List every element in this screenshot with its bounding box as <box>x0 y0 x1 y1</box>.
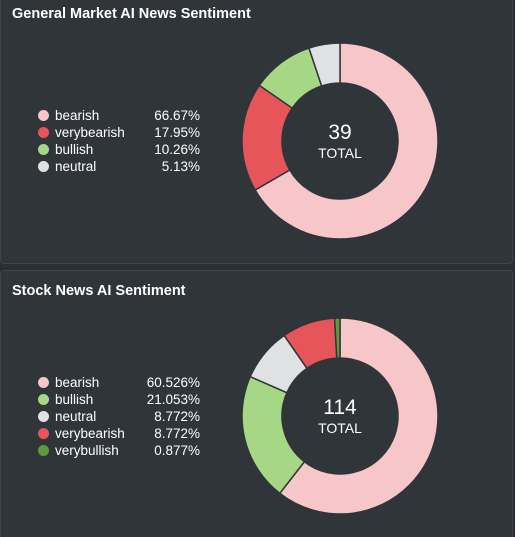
legend-item-verybullish[interactable]: verybullish 0.877% <box>38 442 200 459</box>
legend-value: 17.95% <box>154 125 200 140</box>
total-label: TOTAL <box>318 420 362 436</box>
legend-label: verybullish <box>55 443 119 458</box>
legend-value: 8.772% <box>154 409 200 424</box>
legend-swatch <box>38 127 49 138</box>
legend-item-neutral[interactable]: neutral 5.13% <box>38 158 200 175</box>
legend-label: bearish <box>55 375 100 390</box>
legend-item-neutral[interactable]: neutral 8.772% <box>38 408 200 425</box>
legend: bearish 60.526% bullish 21.053% neutral 8.772… <box>38 374 200 459</box>
legend-item-bearish[interactable]: bearish 60.526% <box>38 374 200 391</box>
total-value: 39 <box>328 121 351 144</box>
legend-value: 5.13% <box>161 159 200 174</box>
legend-value: 60.526% <box>146 375 200 390</box>
legend-label: neutral <box>55 159 97 174</box>
slice-neutral[interactable] <box>308 42 341 87</box>
legend-swatch <box>38 445 49 456</box>
legend-swatch <box>38 144 49 155</box>
donut-chart: 39 TOTAL <box>241 42 439 240</box>
legend-label: neutral <box>55 409 97 424</box>
legend-value: 10.26% <box>154 142 200 157</box>
donut-chart: 114 TOTAL <box>241 317 439 515</box>
legend-label: verybearish <box>55 426 125 441</box>
slice-bearish[interactable] <box>254 42 439 240</box>
legend-value: 66.67% <box>154 108 200 123</box>
legend-item-verybearish[interactable]: verybearish 17.95% <box>38 124 200 141</box>
total-value: 114 <box>323 396 357 419</box>
legend-item-bullish[interactable]: bullish 10.26% <box>38 141 200 158</box>
legend-item-bearish[interactable]: bearish 66.67% <box>38 107 200 124</box>
chart-title: Stock News AI Sentiment <box>12 283 186 299</box>
chart-title: General Market AI News Sentiment <box>12 6 251 22</box>
slice-bearish[interactable] <box>278 317 439 515</box>
legend-swatch <box>38 394 49 405</box>
legend-item-verybearish[interactable]: verybearish 8.772% <box>38 425 200 442</box>
legend-label: bullish <box>55 142 94 157</box>
legend-label: bullish <box>55 392 94 407</box>
legend-item-bullish[interactable]: bullish 21.053% <box>38 391 200 408</box>
legend-swatch <box>38 377 49 388</box>
legend-label: verybearish <box>55 125 125 140</box>
legend: bearish 66.67% verybearish 17.95% bullish 10.… <box>38 107 200 175</box>
legend-value: 0.877% <box>154 443 200 458</box>
legend-value: 21.053% <box>146 392 200 407</box>
legend-swatch <box>38 110 49 121</box>
slice-verybullish[interactable] <box>333 317 341 359</box>
legend-swatch <box>38 411 49 422</box>
legend-swatch <box>38 161 49 172</box>
legend-value: 8.772% <box>154 426 200 441</box>
legend-swatch <box>38 428 49 439</box>
legend-label: bearish <box>55 108 100 123</box>
total-label: TOTAL <box>318 145 362 161</box>
